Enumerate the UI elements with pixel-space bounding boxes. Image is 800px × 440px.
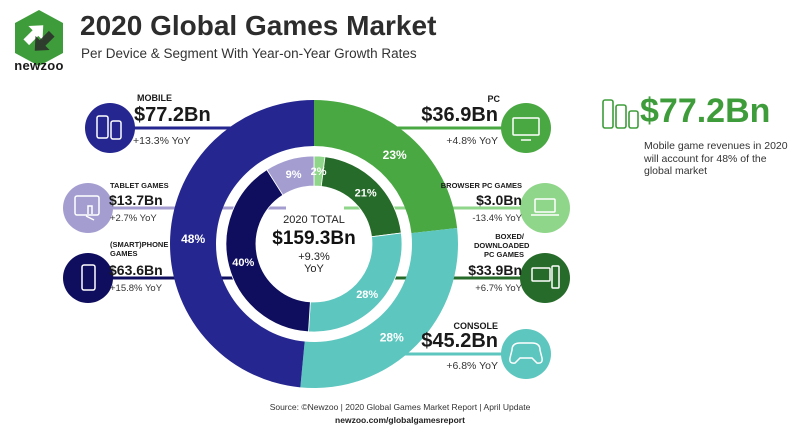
callout-phone-icon-c <box>628 110 639 129</box>
browser-value: $3.0Bn <box>476 192 522 208</box>
inner-pct-tablet: 9% <box>286 169 302 181</box>
console-label: CONSOLE <box>453 321 498 331</box>
inner-pct-console: 28% <box>356 289 378 301</box>
total-yoy: +9.3% <box>298 251 330 263</box>
boxed-label: BOXED/ DOWNLOADED PC GAMES <box>474 232 530 259</box>
mobile-icon-phone-a <box>96 115 109 139</box>
page-title: 2020 Global Games Market <box>80 10 437 41</box>
mobile-callout-value: $77.2Bn <box>640 92 771 130</box>
console-icon <box>501 329 551 379</box>
boxed-icon-tower <box>551 265 560 289</box>
outer-slice-pc <box>314 100 458 234</box>
console-value: $45.2Bn <box>421 330 498 352</box>
mobile-value: $77.2Bn <box>134 104 211 126</box>
outer-pct-mobile: 48% <box>181 232 205 246</box>
device-icons <box>63 99 639 379</box>
percent-labels: 23% 28% 48% 2% 21% 28% 40% 9% <box>181 148 407 345</box>
tablet-label: TABLET GAMES <box>110 181 169 190</box>
source-url: newzoo.com/globalgamesreport <box>335 415 465 425</box>
phone-icon-frame <box>81 264 96 291</box>
console-yoy: +6.8% YoY <box>446 360 498 372</box>
pc-icon-screen <box>512 117 540 136</box>
pc-yoy: +4.8% YoY <box>446 135 498 147</box>
outer-slice-console <box>300 228 458 388</box>
tablet-yoy: +2.7% YoY <box>110 213 157 224</box>
brand-name: newzoo <box>14 58 64 73</box>
mobile-icon-phone-b <box>110 120 122 140</box>
callout-phone-icon-b <box>615 104 627 129</box>
tablet-icon-hand <box>85 205 95 221</box>
outer-pct-pc: 23% <box>383 148 407 162</box>
browser-icon <box>520 183 570 233</box>
phone-yoy: +15.8% YoY <box>110 283 163 294</box>
boxed-yoy: +6.7% YoY <box>475 283 522 294</box>
outer-ring <box>170 100 458 388</box>
boxed-value: $33.9Bn <box>468 262 522 278</box>
callout-phone-icon-a <box>602 99 614 129</box>
pc-icon <box>501 103 551 153</box>
tablet-icon-frame <box>74 195 100 216</box>
mobile-label: MOBILE <box>137 93 172 103</box>
page-subtitle: Per Device & Segment With Year-on-Year G… <box>81 46 417 61</box>
inner-pct-browser: 2% <box>311 166 327 178</box>
phone-value: $63.6Bn <box>109 262 163 278</box>
pc-label: PC <box>487 94 500 104</box>
total-yoy-suffix: YoY <box>304 263 324 275</box>
browser-yoy: -13.4% YoY <box>472 213 522 224</box>
browser-icon-screen <box>534 198 556 213</box>
phone-label: (SMART)PHONE GAMES <box>110 240 169 258</box>
inner-pct-boxed: 21% <box>355 187 377 199</box>
phone-icon <box>63 253 113 303</box>
mobile-yoy: +13.3% YoY <box>133 135 191 147</box>
mobile-icon <box>85 103 135 153</box>
outer-slice-mobile <box>170 100 314 388</box>
newzoo-logo <box>15 10 63 66</box>
boxed-icon <box>520 253 570 303</box>
total-heading: 2020 TOTAL <box>283 214 345 226</box>
source-text: Source: ©Newzoo | 2020 Global Games Mark… <box>269 402 531 412</box>
total-value: $159.3Bn <box>272 228 356 249</box>
inner-ring <box>225 155 403 333</box>
boxed-icon-screen <box>531 267 551 282</box>
browser-label: BROWSER PC GAMES <box>440 181 522 190</box>
inner-pct-phone: 40% <box>232 257 254 269</box>
tablet-value: $13.7Bn <box>109 192 163 208</box>
mobile-callout-text: Mobile game revenues in 2020 will accoun… <box>644 140 788 177</box>
inner-slice-tablet <box>266 155 315 196</box>
inner-slice-phone <box>225 169 311 333</box>
console-icon-pad <box>509 342 543 364</box>
outer-pct-console: 28% <box>380 331 404 345</box>
pc-value: $36.9Bn <box>421 104 498 126</box>
